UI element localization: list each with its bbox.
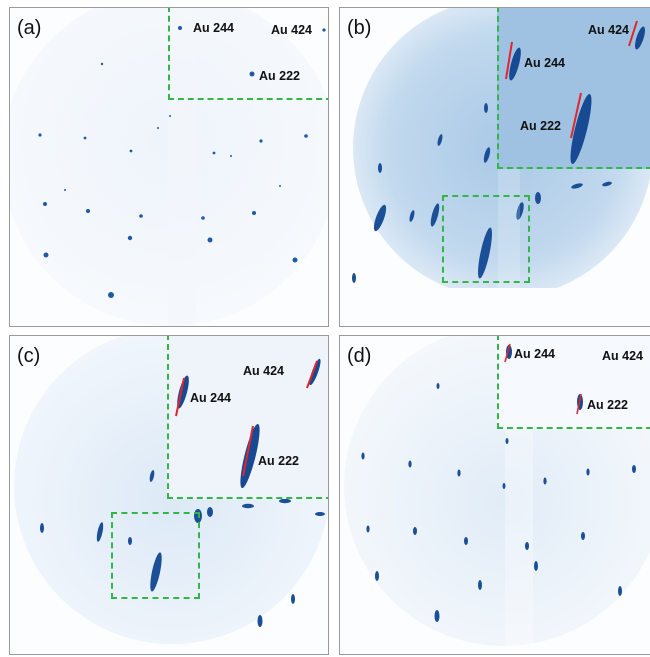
panel-d: (d) Au 244 Au 424 Au 222 — [339, 335, 650, 655]
inset-image — [505, 20, 645, 164]
region-of-interest — [442, 195, 530, 283]
panel-a: (a) Au 244 Au 424 Au 222 — [9, 7, 329, 327]
panel-label: (b) — [347, 17, 372, 39]
inset-image — [504, 343, 583, 415]
label-au244: Au 244 — [190, 391, 231, 405]
zoom-inset — [497, 8, 650, 169]
label-au222: Au 222 — [587, 398, 628, 412]
label-au424: Au 424 — [271, 23, 312, 37]
zoom-inset — [497, 336, 650, 429]
region-of-interest — [111, 512, 200, 599]
label-au222: Au 222 — [259, 69, 300, 83]
label-au222: Au 222 — [258, 454, 299, 468]
label-au424: Au 424 — [243, 364, 284, 378]
zoom-inset — [168, 8, 328, 100]
panel-label: (d) — [347, 345, 372, 367]
diffraction-pattern-a — [10, 8, 328, 326]
label-au222: Au 222 — [520, 119, 561, 133]
zoom-inset — [167, 336, 328, 499]
panel-b: (b) Au 244 Au 424 Au 222 — [339, 7, 650, 327]
label-au244: Au 244 — [514, 347, 555, 361]
label-au424: Au 424 — [588, 23, 629, 37]
label-au244: Au 244 — [524, 56, 565, 70]
label-au244: Au 244 — [193, 21, 234, 35]
label-au424: Au 424 — [602, 349, 643, 363]
panel-label: (c) — [17, 345, 41, 367]
panel-label: (a) — [17, 17, 42, 39]
inset-image — [175, 358, 321, 489]
panel-c: (c) Au 244 Au 424 Au 222 — [9, 335, 329, 655]
